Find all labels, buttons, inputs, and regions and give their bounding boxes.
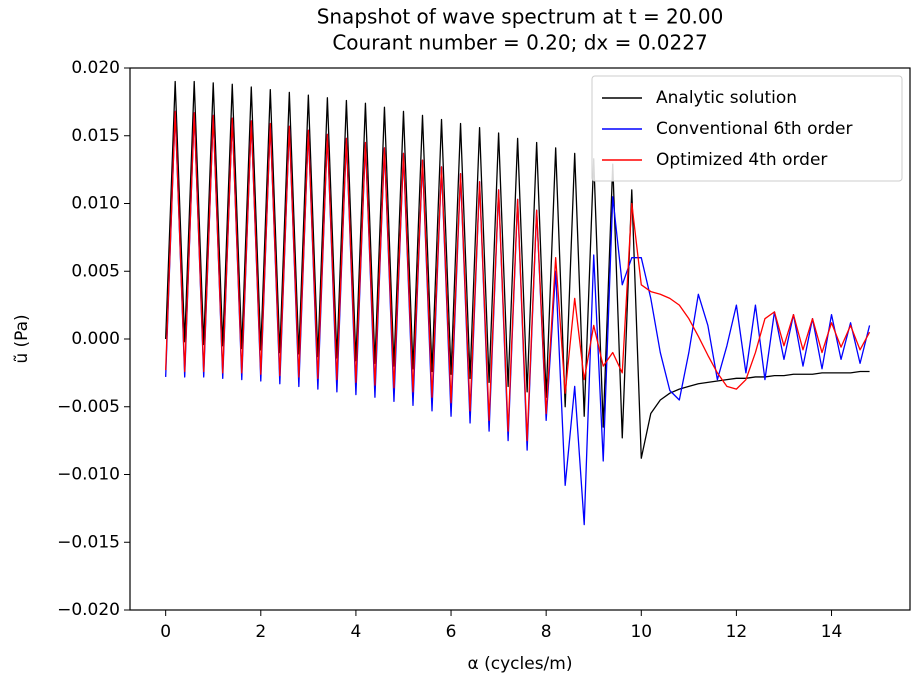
legend-label: Analytic solution bbox=[656, 88, 797, 108]
y-tick-label: −0.010 bbox=[57, 465, 120, 485]
x-tick-label: 12 bbox=[726, 622, 748, 642]
y-tick-label: −0.015 bbox=[57, 532, 120, 552]
y-axis-label: ũ (Pa) bbox=[12, 314, 32, 363]
x-tick-label: 8 bbox=[541, 622, 552, 642]
y-tick-label: 0.000 bbox=[71, 329, 120, 349]
series-line bbox=[165, 80, 870, 459]
chart-title: Snapshot of wave spectrum at t = 20.00 bbox=[317, 5, 724, 29]
y-tick-label: −0.020 bbox=[57, 600, 120, 620]
x-tick-label: 0 bbox=[160, 622, 171, 642]
x-tick-label: 14 bbox=[821, 622, 843, 642]
y-tick-label: 0.020 bbox=[71, 58, 120, 78]
x-tick-label: 10 bbox=[630, 622, 652, 642]
y-tick-label: 0.015 bbox=[71, 126, 120, 146]
x-tick-label: 6 bbox=[446, 622, 457, 642]
chart-subtitle: Courant number = 0.20; dx = 0.0227 bbox=[332, 31, 707, 55]
y-tick-label: 0.010 bbox=[71, 194, 120, 214]
series-line bbox=[165, 110, 871, 442]
legend-label: Optimized 4th order bbox=[656, 150, 827, 170]
plot-frame bbox=[129, 67, 911, 611]
y-tick-label: −0.005 bbox=[57, 397, 120, 417]
legend-box bbox=[591, 75, 903, 182]
legend-label: Conventional 6th order bbox=[656, 119, 852, 139]
x-tick-label: 2 bbox=[255, 622, 266, 642]
x-tick-label: 4 bbox=[351, 622, 362, 642]
y-tick-label: 0.005 bbox=[71, 261, 120, 281]
x-axis-label: α (cycles/m) bbox=[468, 654, 573, 674]
